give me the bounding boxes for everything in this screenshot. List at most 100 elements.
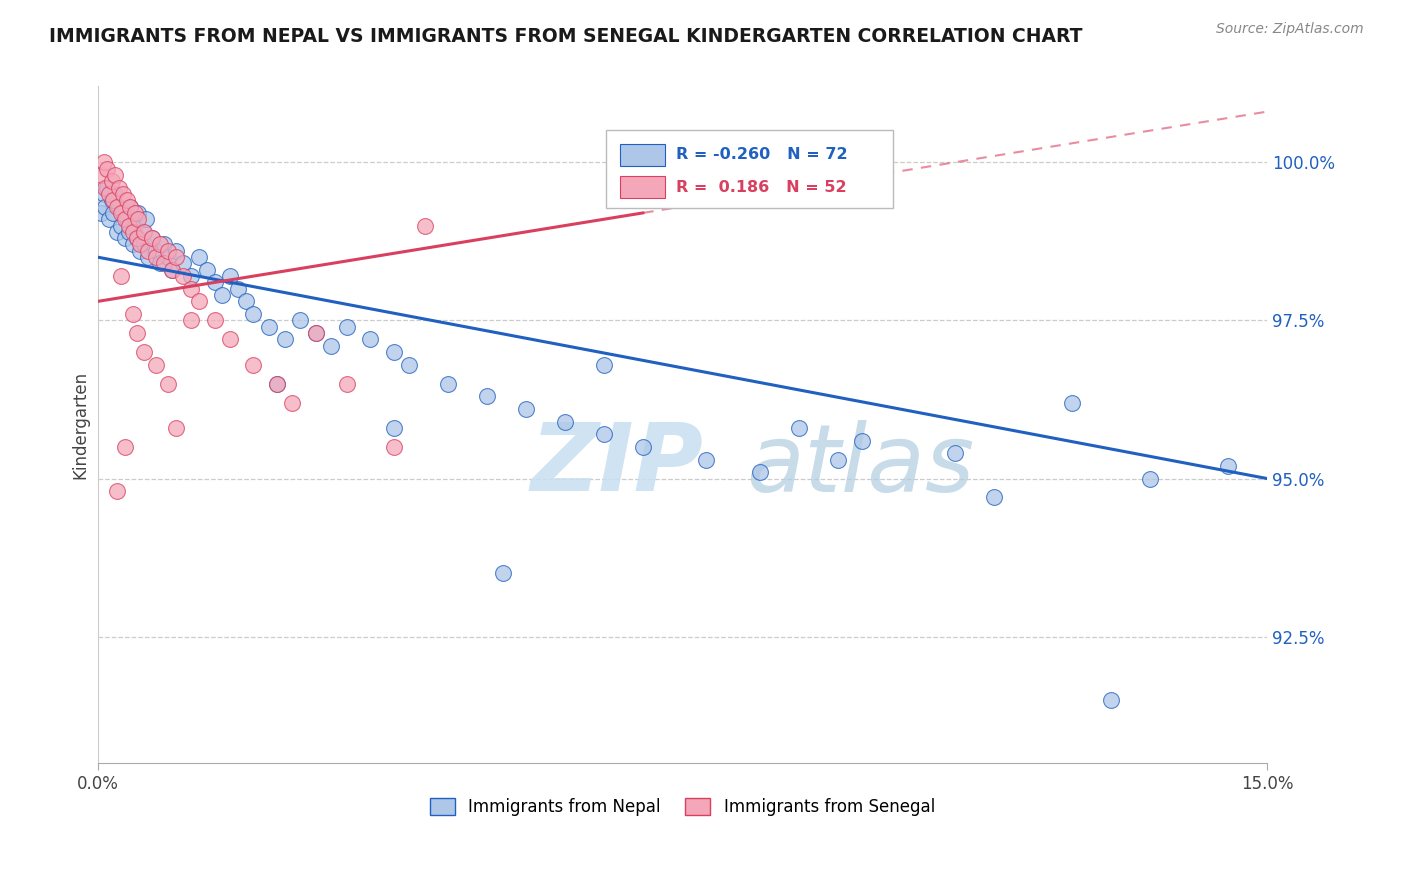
Point: [120, 200, 142, 214]
Point: [242, 307, 264, 321]
Point: [149, 237, 172, 252]
Point: [141, 231, 163, 245]
Y-axis label: Kindergarten: Kindergarten: [72, 371, 89, 479]
Point: [180, 313, 202, 327]
Point: [118, 219, 141, 233]
Point: [156, 244, 179, 258]
Point: [108, 200, 131, 214]
Point: [943, 446, 966, 460]
Point: [93, 186, 115, 201]
Point: [204, 276, 226, 290]
Point: [129, 237, 152, 252]
Point: [96, 180, 118, 194]
Point: [172, 256, 194, 270]
Point: [115, 193, 138, 207]
Point: [695, 452, 717, 467]
Point: [204, 313, 226, 327]
Point: [114, 440, 136, 454]
Point: [235, 294, 257, 309]
Point: [145, 358, 167, 372]
Point: [132, 225, 155, 239]
Point: [100, 174, 122, 188]
Point: [127, 212, 149, 227]
Point: [129, 244, 152, 258]
Point: [382, 440, 405, 454]
Point: [94, 200, 117, 214]
Point: [110, 206, 132, 220]
Point: [121, 225, 143, 239]
FancyBboxPatch shape: [620, 144, 665, 166]
Point: [114, 212, 136, 227]
Text: R = -0.260   N = 72: R = -0.260 N = 72: [676, 147, 848, 162]
Point: [787, 421, 810, 435]
Point: [125, 231, 148, 245]
Point: [101, 193, 124, 207]
Point: [195, 262, 218, 277]
Point: [90, 168, 112, 182]
Point: [983, 491, 1005, 505]
Point: [153, 237, 176, 252]
Point: [136, 250, 159, 264]
Point: [105, 484, 128, 499]
Text: ZIP: ZIP: [530, 419, 703, 511]
Point: [593, 358, 616, 372]
Point: [398, 358, 420, 372]
Point: [134, 237, 156, 252]
Point: [134, 345, 156, 359]
Point: [100, 193, 122, 207]
Point: [125, 326, 148, 340]
Text: R =  0.186   N = 52: R = 0.186 N = 52: [676, 179, 846, 194]
Point: [127, 206, 149, 220]
Point: [219, 332, 242, 346]
Text: IMMIGRANTS FROM NEPAL VS IMMIGRANTS FROM SENEGAL KINDERGARTEN CORRELATION CHART: IMMIGRANTS FROM NEPAL VS IMMIGRANTS FROM…: [49, 27, 1083, 45]
Point: [98, 212, 121, 227]
Point: [90, 206, 112, 220]
Point: [96, 161, 118, 176]
Point: [156, 376, 179, 391]
Point: [94, 180, 117, 194]
Point: [145, 250, 167, 264]
Point: [1216, 458, 1239, 473]
Point: [290, 313, 312, 327]
Point: [219, 269, 242, 284]
Point: [242, 358, 264, 372]
Point: [172, 269, 194, 284]
Point: [124, 206, 146, 220]
Point: [118, 225, 141, 239]
Point: [108, 180, 131, 194]
Point: [1060, 395, 1083, 409]
Point: [359, 332, 381, 346]
Point: [110, 269, 132, 284]
Point: [124, 219, 146, 233]
Point: [266, 376, 288, 391]
Point: [187, 250, 209, 264]
Point: [321, 339, 343, 353]
Point: [165, 421, 187, 435]
Point: [257, 319, 280, 334]
Point: [515, 401, 537, 416]
Point: [492, 566, 515, 581]
Point: [437, 376, 460, 391]
Point: [1139, 471, 1161, 485]
Point: [180, 282, 202, 296]
Point: [156, 250, 179, 264]
Point: [305, 326, 328, 340]
Point: [134, 225, 156, 239]
Point: [382, 345, 405, 359]
Point: [110, 219, 132, 233]
Text: atlas: atlas: [747, 420, 974, 511]
Point: [93, 155, 115, 169]
Point: [477, 389, 499, 403]
Point: [153, 256, 176, 270]
Point: [114, 231, 136, 245]
Point: [226, 282, 249, 296]
Point: [135, 212, 157, 227]
Legend: Immigrants from Nepal, Immigrants from Senegal: Immigrants from Nepal, Immigrants from S…: [423, 791, 942, 822]
Point: [1099, 693, 1122, 707]
Point: [104, 186, 127, 201]
Point: [120, 200, 142, 214]
Point: [101, 206, 124, 220]
Point: [104, 168, 127, 182]
Point: [336, 376, 359, 391]
Point: [149, 256, 172, 270]
